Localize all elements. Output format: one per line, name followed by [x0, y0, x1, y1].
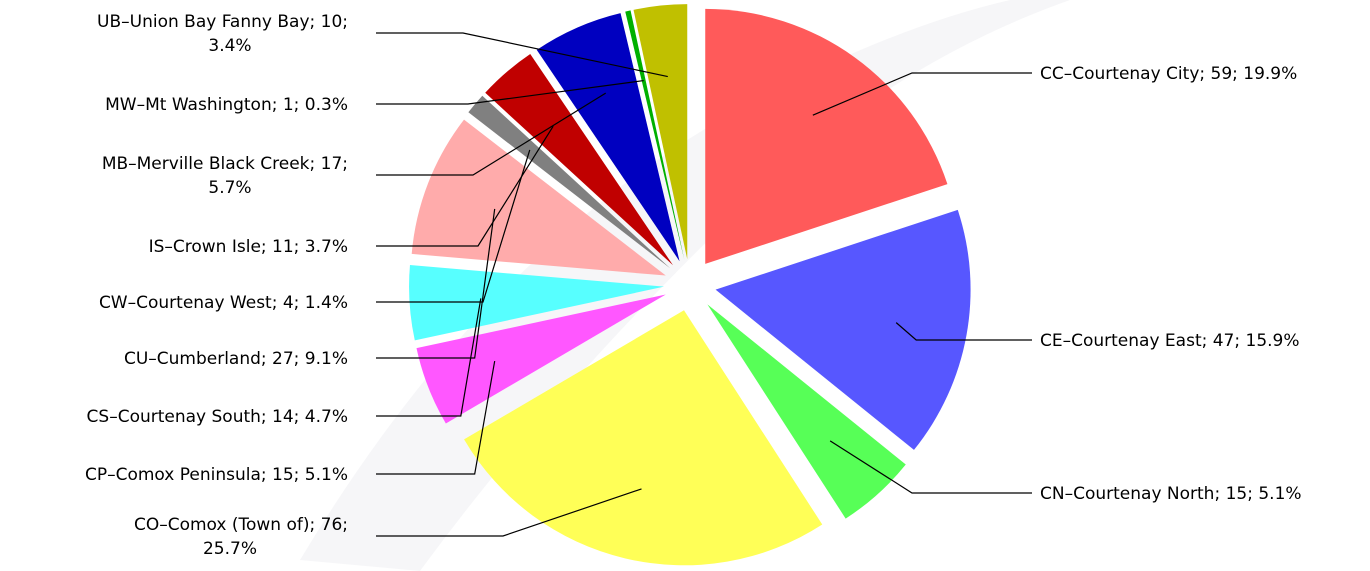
slice-label-line: CU–Cumberland; 27; 9.1%	[124, 349, 348, 369]
leader-line-cn	[829, 440, 1032, 494]
slice-label-line: CP–Comox Peninsula; 15; 5.1%	[85, 465, 348, 485]
slice-label-line: 3.4%	[208, 36, 251, 56]
pie-slice-ce	[715, 209, 971, 450]
pie-slice-cn	[707, 304, 906, 519]
leader-line-cu	[376, 208, 496, 359]
pie-slice-ub	[633, 4, 688, 260]
slice-label-line: MW–Mt Washington; 1; 0.3%	[105, 95, 348, 115]
leader-line-ub	[376, 32, 668, 78]
leader-line-cw	[376, 149, 531, 303]
slice-label-mb: MB–Merville Black Creek; 17; 5.7%	[102, 154, 348, 198]
leader-line-cp	[376, 360, 496, 475]
pie-slice-cc	[705, 8, 948, 264]
slice-label-line: CO–Comox (Town of); 76;	[134, 515, 348, 535]
slice-label-line: UB–Union Bay Fanny Bay; 10;	[97, 12, 348, 32]
slice-label-cc: CC–Courtenay City; 59; 19.9%	[1040, 64, 1297, 84]
pie-slice-cw	[468, 95, 671, 269]
slice-label-ce: CE–Courtenay East; 47; 15.9%	[1040, 331, 1300, 351]
leader-line-mb	[376, 92, 607, 176]
slice-label-line: CS–Courtenay South; 14; 4.7%	[87, 407, 348, 427]
leader-line-co	[376, 488, 642, 537]
slice-label-mw: MW–Mt Washington; 1; 0.3%	[105, 95, 348, 115]
slice-label-co: CO–Comox (Town of); 76; 25.7%	[134, 515, 348, 559]
pie-slice-mb	[536, 13, 680, 262]
slice-label-cu: CU–Cumberland; 27; 9.1%	[124, 349, 348, 369]
pie-slice-cs	[409, 265, 665, 341]
slice-label-line: 5.7%	[208, 178, 251, 198]
leader-line-ce	[895, 322, 1032, 341]
slice-label-ub: UB–Union Bay Fanny Bay; 10; 3.4%	[97, 12, 348, 56]
slice-label-line: IS–Crown Isle; 11; 3.7%	[149, 237, 348, 257]
slice-label-line: CW–Courtenay West; 4; 1.4%	[99, 293, 348, 313]
slice-label-cp: CP–Comox Peninsula; 15; 5.1%	[85, 465, 348, 485]
pie-slice-cu	[411, 119, 666, 276]
leader-line-is	[376, 125, 554, 247]
slice-label-line: 25.7%	[203, 539, 257, 559]
slice-label-is: IS–Crown Isle; 11; 3.7%	[149, 237, 348, 257]
slice-label-line: CE–Courtenay East; 47; 15.9%	[1040, 331, 1300, 351]
slice-label-line: CN–Courtenay North; 15; 5.1%	[1040, 484, 1302, 504]
leader-line-mw	[376, 79, 644, 105]
pie-slice-cp	[416, 294, 666, 424]
slice-label-line: MB–Merville Black Creek; 17;	[102, 154, 348, 174]
pie-slice-is	[485, 54, 674, 266]
leader-line-cc	[812, 72, 1032, 116]
pie-slice-mw	[625, 10, 685, 260]
pie-slice-co	[464, 310, 823, 566]
slice-label-cw: CW–Courtenay West; 4; 1.4%	[99, 293, 348, 313]
slice-label-cn: CN–Courtenay North; 15; 5.1%	[1040, 484, 1302, 504]
slice-label-cs: CS–Courtenay South; 14; 4.7%	[87, 407, 348, 427]
slice-label-line: CC–Courtenay City; 59; 19.9%	[1040, 64, 1297, 84]
leader-line-cs	[376, 298, 482, 417]
